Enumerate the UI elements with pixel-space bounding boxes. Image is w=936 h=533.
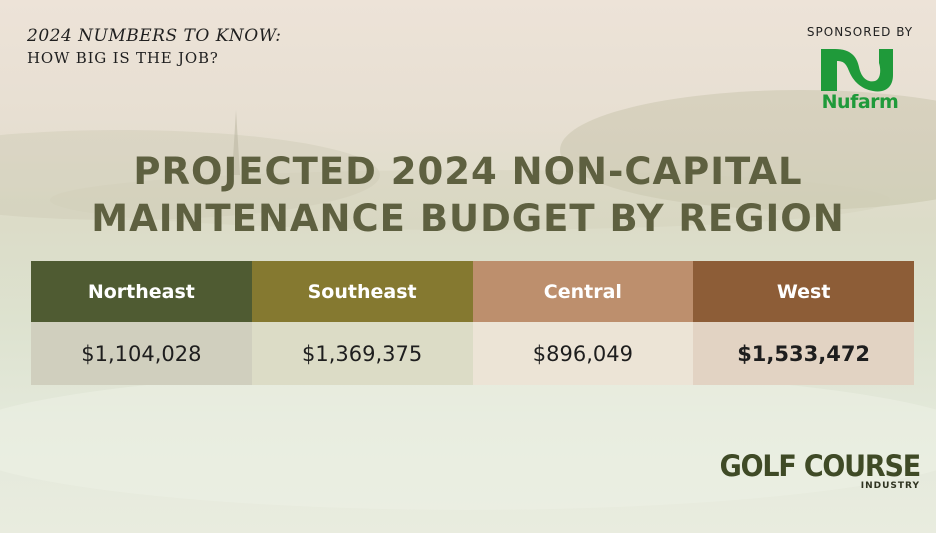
publisher-line-2: INDUSTRY <box>860 481 920 491</box>
budget-value: $1,369,375 <box>251 322 473 385</box>
kicker: 2024 NUMBERS TO KNOW: HOW BIG IS THE JOB… <box>27 26 282 67</box>
region-header: West <box>693 261 914 322</box>
region-header: Central <box>472 261 694 322</box>
chart-title: PROJECTED 2024 NON-CAPITAL MAINTENANCE B… <box>0 148 936 242</box>
chart-title-line-1: PROJECTED 2024 NON-CAPITAL <box>133 150 803 193</box>
region-column: Central $896,049 <box>472 261 694 385</box>
budget-value: $1,533,472 <box>693 322 914 385</box>
budget-value: $1,104,028 <box>31 322 252 385</box>
region-header: Southeast <box>251 261 473 322</box>
region-column: Northeast $1,104,028 <box>31 261 252 385</box>
sponsor-label: SPONSORED BY <box>806 25 914 39</box>
nufarm-logo-icon <box>821 49 893 92</box>
golf-course-industry-logo: GOLF COURSE INDUSTRY <box>716 449 922 491</box>
kicker-line-2: HOW BIG IS THE JOB? <box>27 48 219 67</box>
sponsor-brand: Nufarm <box>821 91 899 113</box>
chart-title-line-2: MAINTENANCE BUDGET BY REGION <box>91 197 845 240</box>
region-column: West $1,533,472 <box>693 261 914 385</box>
kicker-line-1: 2024 NUMBERS TO KNOW: <box>27 26 282 46</box>
budget-value: $896,049 <box>472 322 694 385</box>
region-column: Southeast $1,369,375 <box>251 261 473 385</box>
publisher-line-1: GOLF COURSE <box>719 449 922 484</box>
region-header: Northeast <box>31 261 252 322</box>
budget-table: Northeast $1,104,028 Southeast $1,369,37… <box>31 261 914 385</box>
sponsor-block: SPONSORED BY Nufarm <box>795 25 925 113</box>
